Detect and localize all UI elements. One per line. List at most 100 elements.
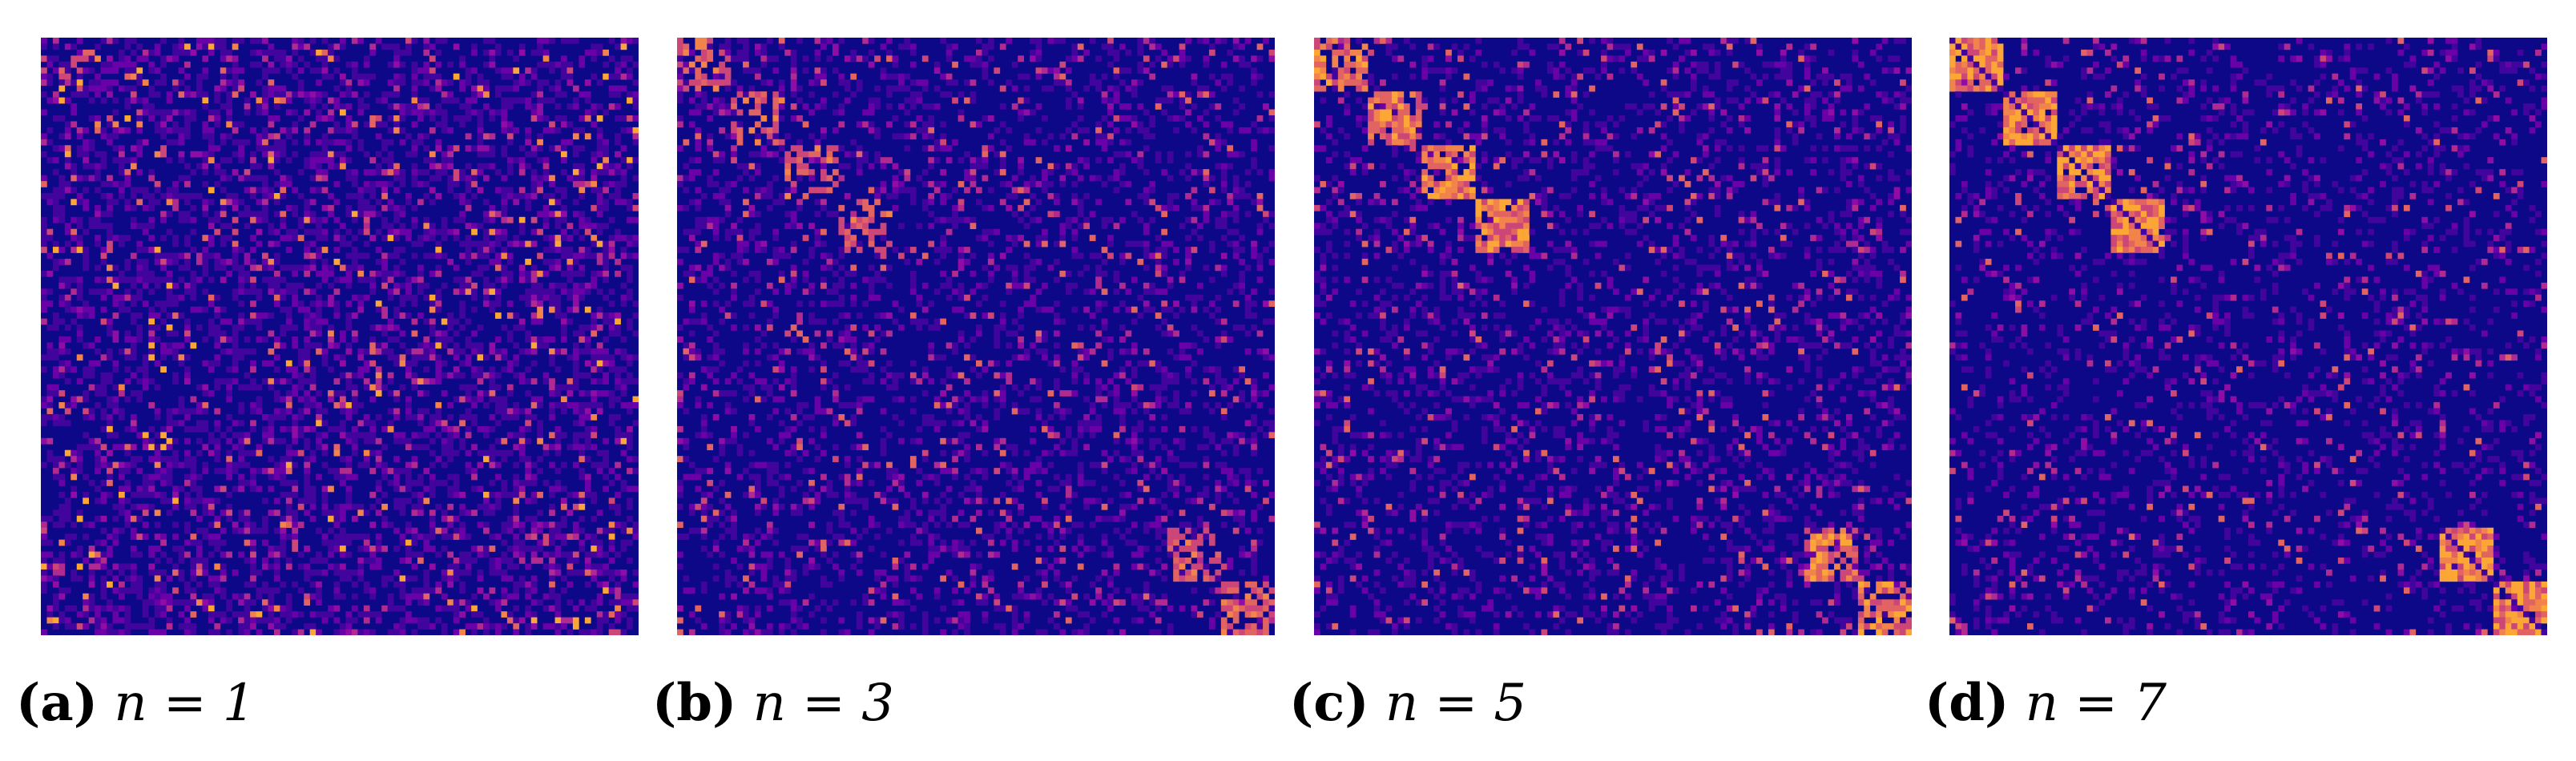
heatmap-cell [220,79,227,86]
heatmap-cell [58,360,66,367]
heatmap-cell [190,480,197,486]
heatmap-cell [124,330,131,337]
heatmap-cell [208,599,215,606]
heatmap-cell [501,611,508,618]
heatmap-cell [118,563,125,570]
heatmap-cell [262,527,268,534]
heatmap-cell [591,169,598,175]
heatmap-cell [405,413,412,421]
heatmap-cell [76,623,83,630]
heatmap-cell [489,216,496,223]
heatmap-cell [405,617,412,624]
heatmap-cell [608,240,615,248]
heatmap-cell [190,456,197,462]
heatmap-cell [1119,79,1126,86]
heatmap-cell [506,611,514,618]
heatmap-cell [244,581,251,588]
heatmap-cell [316,390,322,397]
heatmap-cell [501,127,508,134]
heatmap-cell [615,139,621,146]
heatmap-cell [333,354,341,361]
heatmap-cell [220,38,227,44]
heatmap-cell [525,587,532,594]
heatmap-cell [142,204,149,211]
heatmap-cell [100,181,107,187]
heatmap-cell [530,312,538,319]
heatmap-cell [280,223,287,230]
heatmap-cell [632,97,639,104]
heatmap-cell [268,623,275,630]
heatmap-cell [1059,61,1066,68]
heatmap-cell [160,127,167,134]
heatmap-cell [148,61,155,68]
heatmap-cell [494,473,502,481]
heatmap-cell [273,366,280,373]
heatmap-cell [280,551,287,558]
heatmap-cell [363,413,370,421]
heatmap-cell [345,324,353,331]
heatmap-cell [112,444,119,451]
heatmap-cell [202,55,209,62]
heatmap-cell [160,497,167,505]
heatmap-cell [471,558,478,564]
heatmap-cell [940,38,946,44]
heatmap-cell [83,85,89,92]
heatmap-cell [100,276,107,284]
heatmap-cell [321,432,329,439]
heatmap-cell [1161,61,1168,68]
heatmap-cell [357,420,365,427]
heatmap-cell [627,91,633,98]
heatmap-cell [304,204,310,211]
heatmap-cell [202,444,209,451]
heatmap-cell [489,109,496,116]
heatmap-cell [982,73,989,80]
heatmap-cell [453,473,460,481]
heatmap-cell [399,204,406,211]
heatmap-cell [130,575,137,582]
heatmap-cell [136,432,143,439]
heatmap-cell [561,587,567,594]
heatmap-cell [423,49,430,56]
heatmap-cell [435,336,442,343]
heatmap-cell [345,139,353,146]
heatmap-cell [83,623,89,630]
heatmap-cell [304,270,310,277]
heatmap-cell [549,175,555,182]
heatmap-cell [1137,67,1144,74]
heatmap-cell [297,449,304,457]
heatmap-cell [345,192,353,199]
heatmap-cell [549,211,555,218]
heatmap-cell [196,515,203,522]
heatmap-cell [309,38,316,44]
heatmap-cell [184,109,191,116]
heatmap-cell [506,408,514,415]
heatmap-cell [52,456,59,462]
heatmap-cell [441,169,448,175]
heatmap-cell [584,91,591,98]
heatmap-cell [316,157,322,163]
heatmap-cell [232,127,239,134]
heatmap-cell [321,175,329,182]
heatmap-cell [627,485,633,493]
heatmap-cell [220,73,227,80]
heatmap-cell [83,199,89,206]
heatmap-cell [262,413,268,421]
heatmap-cell [554,187,562,194]
heatmap-cell [471,252,478,260]
heatmap-cell [530,228,538,236]
heatmap-cell [238,444,244,451]
heatmap-cell [124,181,131,187]
heatmap-cell [285,461,292,469]
heatmap-cell [381,91,388,98]
heatmap-cell [262,199,268,206]
heatmap-cell [268,228,275,236]
heatmap-cell [1053,67,1060,74]
heatmap-cell [471,175,478,182]
heatmap-cell [280,294,287,301]
heatmap-cell [268,611,275,618]
heatmap-cell [695,67,702,74]
heatmap-cell [328,43,334,50]
heatmap-cell [256,109,263,116]
heatmap-cell [393,623,400,630]
heatmap-cell [172,109,179,116]
